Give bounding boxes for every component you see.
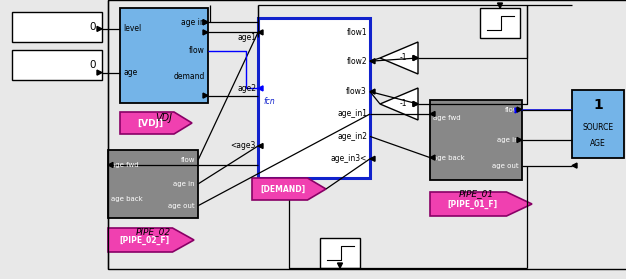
Text: -1: -1 (400, 54, 408, 62)
Polygon shape (337, 263, 342, 268)
Polygon shape (203, 20, 208, 25)
Text: age out: age out (493, 163, 519, 169)
Text: SOURCE: SOURCE (582, 123, 613, 132)
Polygon shape (515, 108, 520, 113)
Polygon shape (413, 56, 418, 61)
FancyBboxPatch shape (320, 238, 360, 268)
Polygon shape (430, 112, 435, 117)
FancyBboxPatch shape (572, 90, 624, 158)
Text: [VDJ]: [VDJ] (137, 119, 163, 128)
Text: age in: age in (173, 181, 195, 187)
FancyBboxPatch shape (12, 12, 102, 42)
Text: PIPE_02: PIPE_02 (135, 227, 170, 236)
FancyBboxPatch shape (120, 8, 208, 103)
Text: 1: 1 (593, 98, 603, 112)
Text: age in: age in (182, 18, 205, 27)
Polygon shape (517, 138, 522, 143)
Text: flow3: flow3 (346, 87, 367, 96)
Polygon shape (370, 89, 375, 94)
Text: age back: age back (111, 196, 143, 202)
Polygon shape (430, 192, 532, 216)
Text: -1: -1 (400, 100, 408, 109)
Polygon shape (572, 163, 577, 168)
Text: <age3: <age3 (230, 141, 256, 150)
Polygon shape (97, 70, 102, 75)
Text: age fwd: age fwd (111, 162, 138, 168)
Polygon shape (258, 143, 263, 148)
Text: age fwd: age fwd (433, 115, 461, 121)
Polygon shape (108, 228, 194, 252)
Polygon shape (413, 102, 418, 107)
Polygon shape (108, 162, 113, 167)
Polygon shape (203, 20, 208, 25)
Polygon shape (203, 30, 208, 35)
Polygon shape (380, 88, 418, 120)
Polygon shape (258, 30, 263, 35)
Text: demand: demand (173, 72, 205, 81)
Text: age_in3<: age_in3< (331, 154, 367, 163)
Text: level: level (123, 24, 141, 33)
Polygon shape (517, 107, 522, 112)
FancyBboxPatch shape (108, 150, 198, 218)
Text: [PIPE_01_F]: [PIPE_01_F] (448, 199, 498, 209)
Text: age_in1: age_in1 (337, 109, 367, 119)
Polygon shape (413, 102, 418, 107)
Text: 0: 0 (90, 22, 96, 32)
FancyBboxPatch shape (480, 8, 520, 38)
Polygon shape (370, 59, 375, 64)
Polygon shape (413, 56, 418, 61)
Text: age: age (123, 68, 137, 77)
Polygon shape (498, 3, 503, 8)
Polygon shape (97, 27, 102, 32)
Text: flow1: flow1 (346, 28, 367, 37)
FancyBboxPatch shape (12, 50, 102, 80)
Polygon shape (370, 156, 375, 161)
Polygon shape (120, 112, 192, 134)
Text: age2: age2 (237, 84, 256, 93)
Text: VDJ: VDJ (155, 113, 173, 123)
Text: age_in2: age_in2 (337, 132, 367, 141)
Polygon shape (252, 178, 326, 200)
Text: [DEMAND]: [DEMAND] (260, 184, 305, 194)
Text: 0: 0 (90, 60, 96, 70)
Text: flow: flow (505, 107, 519, 113)
Text: age in: age in (498, 137, 519, 143)
Text: [PIPE_02_F]: [PIPE_02_F] (119, 235, 169, 245)
Text: flow: flow (180, 157, 195, 163)
Text: age back: age back (433, 155, 464, 161)
Text: flow: flow (189, 46, 205, 55)
Text: age out: age out (168, 203, 195, 209)
Text: fcn: fcn (263, 97, 275, 106)
Text: PIPE_01: PIPE_01 (458, 189, 493, 198)
Polygon shape (258, 86, 263, 91)
Polygon shape (203, 93, 208, 98)
Polygon shape (380, 42, 418, 74)
FancyBboxPatch shape (258, 18, 370, 178)
FancyBboxPatch shape (430, 100, 522, 180)
Text: age1: age1 (237, 33, 256, 42)
Text: flow2: flow2 (346, 57, 367, 66)
Text: AGE: AGE (590, 139, 606, 148)
Polygon shape (430, 155, 435, 160)
